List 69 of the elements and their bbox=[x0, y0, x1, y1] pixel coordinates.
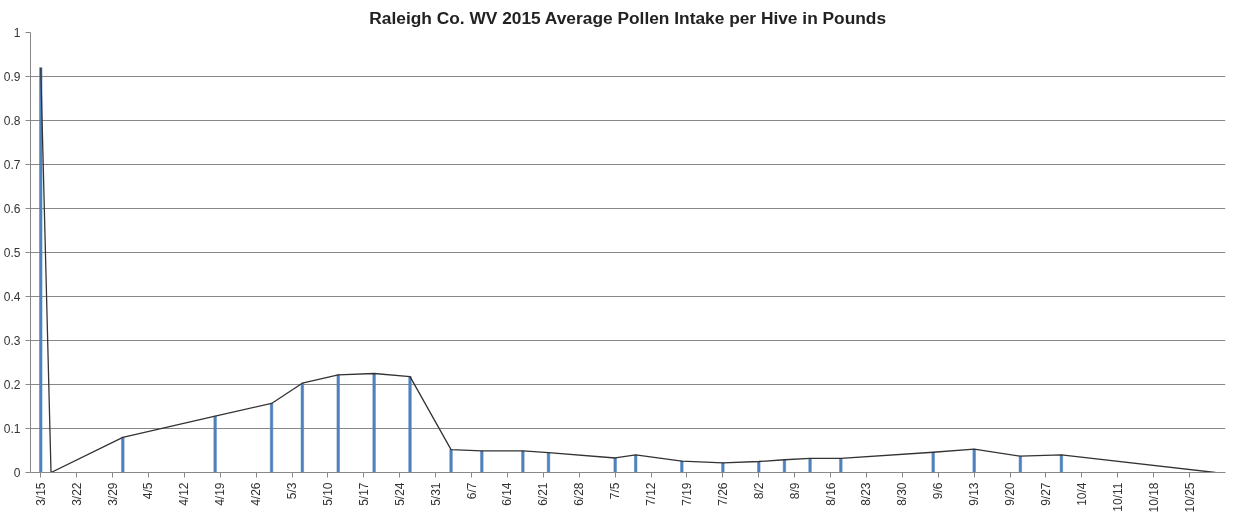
y-tick-label: 0.3 bbox=[3, 334, 21, 348]
y-tick-label: 0.1 bbox=[3, 422, 21, 436]
bar bbox=[1059, 454, 1063, 473]
bar bbox=[972, 448, 976, 473]
x-tick-label: 10/25 bbox=[1182, 482, 1197, 513]
x-tick-label: 7/19 bbox=[679, 482, 694, 506]
y-tick-label: 0.5 bbox=[3, 246, 21, 260]
y-tick-label: 0.7 bbox=[3, 158, 21, 172]
bar bbox=[808, 458, 812, 473]
bar bbox=[931, 452, 935, 473]
y-tick-label: 1 bbox=[13, 26, 21, 40]
x-tick-label: 9/13 bbox=[967, 482, 982, 506]
y-tick-label: 0.4 bbox=[3, 290, 21, 304]
bar bbox=[680, 460, 684, 473]
bar bbox=[449, 449, 453, 473]
bar bbox=[613, 457, 617, 473]
x-tick-label: 4/5 bbox=[141, 482, 156, 500]
bar bbox=[546, 452, 551, 473]
bar bbox=[839, 458, 843, 473]
bar bbox=[270, 403, 274, 473]
x-tick-label: 4/12 bbox=[177, 482, 192, 506]
x-tick-label: 5/31 bbox=[428, 482, 443, 506]
bar bbox=[480, 450, 484, 473]
bar bbox=[634, 454, 638, 473]
x-tick-label: 6/21 bbox=[536, 482, 551, 506]
x-tick-label: 10/11 bbox=[1110, 482, 1125, 512]
y-tick-label: 0.8 bbox=[3, 114, 21, 128]
x-tick-label: 9/27 bbox=[1038, 482, 1053, 506]
bar bbox=[408, 376, 412, 473]
x-tick-label: 8/16 bbox=[823, 482, 838, 506]
x-tick-label: 8/2 bbox=[751, 482, 766, 500]
y-tick-label: 0.6 bbox=[3, 202, 21, 216]
x-tick-label: 5/24 bbox=[392, 482, 407, 506]
bar bbox=[1018, 455, 1022, 473]
x-tick-label: 3/29 bbox=[105, 482, 120, 506]
x-tick-label: 8/23 bbox=[859, 482, 874, 506]
x-tick-label: 5/3 bbox=[285, 482, 300, 500]
x-tick-label: 9/20 bbox=[1003, 482, 1018, 506]
y-tick-label: 0.9 bbox=[3, 70, 21, 84]
x-tick-label: 7/5 bbox=[608, 482, 623, 500]
chart-title: Raleigh Co. WV 2015 Average Pollen Intake per Hive in Pounds bbox=[369, 7, 887, 28]
bar bbox=[39, 67, 43, 473]
x-tick-label: 10/4 bbox=[1074, 482, 1089, 506]
x-tick-label: 3/22 bbox=[69, 482, 84, 506]
bar bbox=[721, 462, 725, 473]
bar bbox=[300, 382, 304, 473]
x-tick-label: 5/17 bbox=[356, 482, 371, 506]
bar bbox=[757, 461, 761, 473]
x-tick-label: 4/19 bbox=[213, 482, 228, 506]
x-tick-label: 9/6 bbox=[931, 482, 946, 500]
x-tick-label: 5/10 bbox=[320, 482, 335, 506]
bar bbox=[213, 415, 217, 473]
y-tick-label: 0 bbox=[13, 466, 21, 480]
x-tick-label: 10/18 bbox=[1146, 482, 1161, 513]
x-tick-label: 8/30 bbox=[895, 482, 910, 506]
x-tick-label: 7/26 bbox=[715, 482, 730, 506]
x-tick-label: 4/26 bbox=[249, 482, 264, 506]
bar bbox=[121, 437, 125, 473]
x-tick-label: 6/14 bbox=[500, 482, 515, 506]
bar bbox=[782, 459, 786, 473]
y-tick-label: 0.2 bbox=[3, 378, 21, 392]
x-tick-label: 8/9 bbox=[787, 482, 802, 500]
x-tick-label: 3/15 bbox=[33, 482, 48, 506]
x-tick-label: 6/28 bbox=[572, 482, 587, 506]
bar bbox=[336, 374, 340, 473]
x-tick-label: 6/7 bbox=[464, 482, 479, 500]
x-tick-label: 7/12 bbox=[644, 482, 659, 506]
bar bbox=[372, 373, 376, 473]
bar bbox=[521, 450, 525, 473]
